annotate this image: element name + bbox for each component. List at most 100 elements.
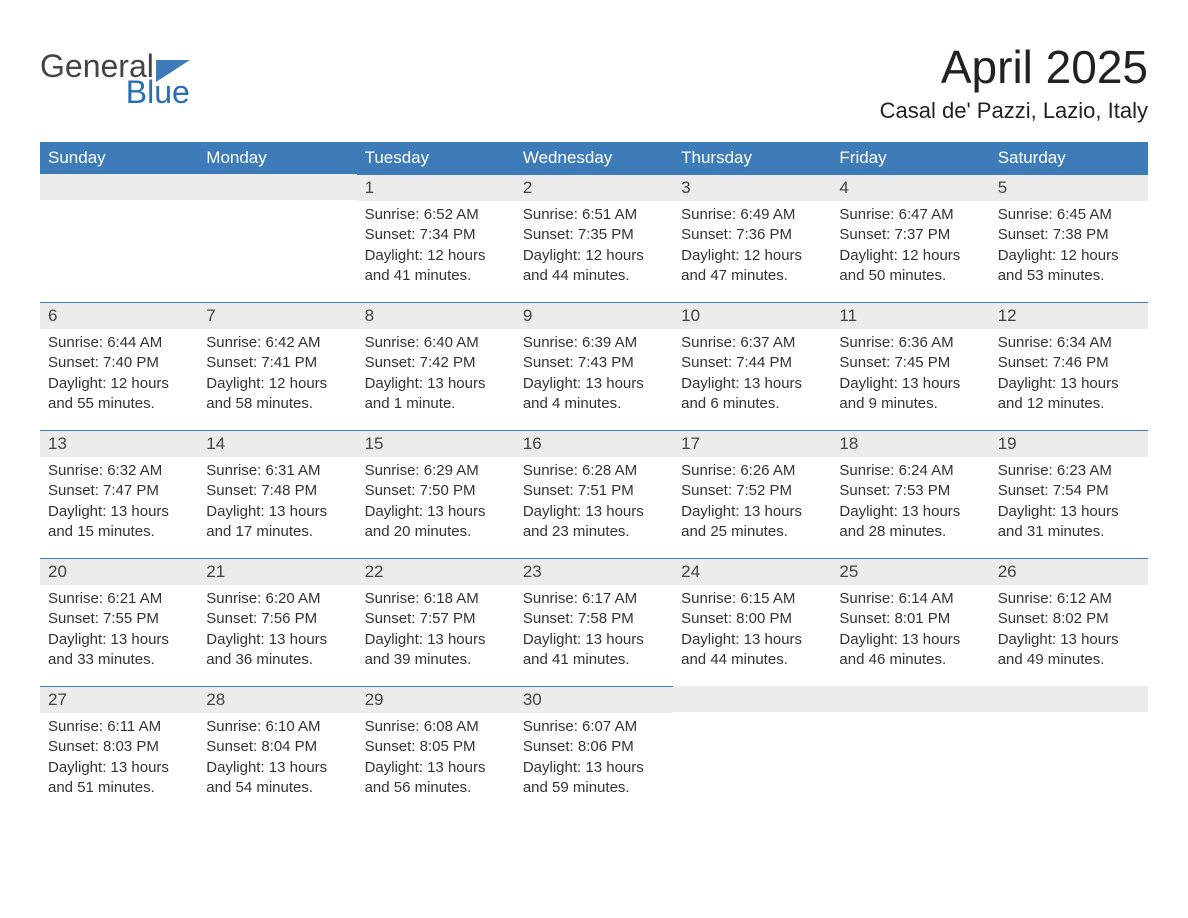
day-content: Sunrise: 6:52 AMSunset: 7:34 PMDaylight:… [357,201,515,296]
day-sunset: Sunset: 8:05 PM [365,737,507,757]
day-content: Sunrise: 6:18 AMSunset: 7:57 PMDaylight:… [357,585,515,680]
day-sunset: Sunset: 8:00 PM [681,609,823,629]
day-daylight2: and 50 minutes. [839,266,981,286]
day-number: 15 [357,431,515,457]
day-daylight1: Daylight: 13 hours [523,374,665,394]
day-sunset: Sunset: 7:52 PM [681,481,823,501]
day-content: Sunrise: 6:40 AMSunset: 7:42 PMDaylight:… [357,329,515,424]
calendar-day-cell: 20Sunrise: 6:21 AMSunset: 7:55 PMDayligh… [40,558,198,686]
day-content: Sunrise: 6:08 AMSunset: 8:05 PMDaylight:… [357,713,515,808]
day-daylight2: and 17 minutes. [206,522,348,542]
day-sunrise: Sunrise: 6:31 AM [206,461,348,481]
day-daylight2: and 12 minutes. [998,394,1140,414]
day-sunrise: Sunrise: 6:36 AM [839,333,981,353]
day-daylight1: Daylight: 12 hours [48,374,190,394]
day-name: Wednesday [515,142,673,174]
day-content: Sunrise: 6:10 AMSunset: 8:04 PMDaylight:… [198,713,356,808]
day-sunset: Sunset: 7:47 PM [48,481,190,501]
day-content: Sunrise: 6:20 AMSunset: 7:56 PMDaylight:… [198,585,356,680]
day-sunset: Sunset: 7:40 PM [48,353,190,373]
calendar-day-cell: 23Sunrise: 6:17 AMSunset: 7:58 PMDayligh… [515,558,673,686]
day-daylight1: Daylight: 13 hours [48,630,190,650]
day-content: Sunrise: 6:17 AMSunset: 7:58 PMDaylight:… [515,585,673,680]
day-daylight2: and 54 minutes. [206,778,348,798]
day-daylight2: and 9 minutes. [839,394,981,414]
day-number: 23 [515,559,673,585]
day-number: 3 [673,175,831,201]
day-sunrise: Sunrise: 6:26 AM [681,461,823,481]
day-sunrise: Sunrise: 6:44 AM [48,333,190,353]
day-name: Saturday [990,142,1148,174]
day-sunset: Sunset: 7:54 PM [998,481,1140,501]
day-sunset: Sunset: 8:01 PM [839,609,981,629]
title-block: April 2025 Casal de' Pazzi, Lazio, Italy [880,20,1148,132]
day-daylight1: Daylight: 13 hours [998,374,1140,394]
day-sunset: Sunset: 7:56 PM [206,609,348,629]
day-daylight2: and 23 minutes. [523,522,665,542]
day-sunrise: Sunrise: 6:52 AM [365,205,507,225]
day-content: Sunrise: 6:44 AMSunset: 7:40 PMDaylight:… [40,329,198,424]
day-sunset: Sunset: 7:58 PM [523,609,665,629]
day-content: Sunrise: 6:51 AMSunset: 7:35 PMDaylight:… [515,201,673,296]
calendar-table: Sunday Monday Tuesday Wednesday Thursday… [40,142,1148,814]
day-number: 12 [990,303,1148,329]
day-daylight2: and 53 minutes. [998,266,1140,286]
day-name-row: Sunday Monday Tuesday Wednesday Thursday… [40,142,1148,174]
day-sunrise: Sunrise: 6:39 AM [523,333,665,353]
day-daylight1: Daylight: 13 hours [365,630,507,650]
day-number: 16 [515,431,673,457]
day-content: Sunrise: 6:37 AMSunset: 7:44 PMDaylight:… [673,329,831,424]
day-content: Sunrise: 6:12 AMSunset: 8:02 PMDaylight:… [990,585,1148,680]
day-name: Sunday [40,142,198,174]
day-daylight1: Daylight: 13 hours [681,630,823,650]
day-sunset: Sunset: 7:55 PM [48,609,190,629]
day-content: Sunrise: 6:07 AMSunset: 8:06 PMDaylight:… [515,713,673,808]
day-sunset: Sunset: 7:45 PM [839,353,981,373]
day-number: 17 [673,431,831,457]
day-number: 29 [357,687,515,713]
day-sunrise: Sunrise: 6:11 AM [48,717,190,737]
calendar-day-cell: 4Sunrise: 6:47 AMSunset: 7:37 PMDaylight… [831,174,989,302]
day-daylight1: Daylight: 13 hours [998,630,1140,650]
day-daylight1: Daylight: 12 hours [206,374,348,394]
day-number: 7 [198,303,356,329]
calendar-day-cell [831,686,989,814]
day-name: Monday [198,142,356,174]
day-daylight2: and 51 minutes. [48,778,190,798]
day-sunset: Sunset: 8:04 PM [206,737,348,757]
day-sunrise: Sunrise: 6:18 AM [365,589,507,609]
day-sunrise: Sunrise: 6:51 AM [523,205,665,225]
day-daylight2: and 59 minutes. [523,778,665,798]
day-sunset: Sunset: 7:50 PM [365,481,507,501]
day-daylight2: and 56 minutes. [365,778,507,798]
day-number: 26 [990,559,1148,585]
day-daylight2: and 28 minutes. [839,522,981,542]
day-number: 25 [831,559,989,585]
calendar-day-cell: 28Sunrise: 6:10 AMSunset: 8:04 PMDayligh… [198,686,356,814]
day-sunset: Sunset: 7:48 PM [206,481,348,501]
calendar-week-row: 1Sunrise: 6:52 AMSunset: 7:34 PMDaylight… [40,174,1148,302]
day-sunset: Sunset: 7:36 PM [681,225,823,245]
calendar-day-cell: 9Sunrise: 6:39 AMSunset: 7:43 PMDaylight… [515,302,673,430]
calendar-day-cell: 11Sunrise: 6:36 AMSunset: 7:45 PMDayligh… [831,302,989,430]
day-sunset: Sunset: 7:44 PM [681,353,823,373]
day-daylight2: and 49 minutes. [998,650,1140,670]
calendar-day-cell: 5Sunrise: 6:45 AMSunset: 7:38 PMDaylight… [990,174,1148,302]
day-daylight2: and 41 minutes. [523,650,665,670]
day-number: 1 [357,175,515,201]
day-content: Sunrise: 6:24 AMSunset: 7:53 PMDaylight:… [831,457,989,552]
day-sunset: Sunset: 7:43 PM [523,353,665,373]
day-daylight1: Daylight: 13 hours [206,502,348,522]
day-sunrise: Sunrise: 6:08 AM [365,717,507,737]
day-content: Sunrise: 6:15 AMSunset: 8:00 PMDaylight:… [673,585,831,680]
day-daylight1: Daylight: 13 hours [48,502,190,522]
day-number: 5 [990,175,1148,201]
day-number: 19 [990,431,1148,457]
calendar-day-cell [673,686,831,814]
day-daylight1: Daylight: 12 hours [998,246,1140,266]
calendar-day-cell: 26Sunrise: 6:12 AMSunset: 8:02 PMDayligh… [990,558,1148,686]
day-content: Sunrise: 6:34 AMSunset: 7:46 PMDaylight:… [990,329,1148,424]
day-daylight1: Daylight: 13 hours [206,758,348,778]
day-sunrise: Sunrise: 6:14 AM [839,589,981,609]
calendar-day-cell: 6Sunrise: 6:44 AMSunset: 7:40 PMDaylight… [40,302,198,430]
